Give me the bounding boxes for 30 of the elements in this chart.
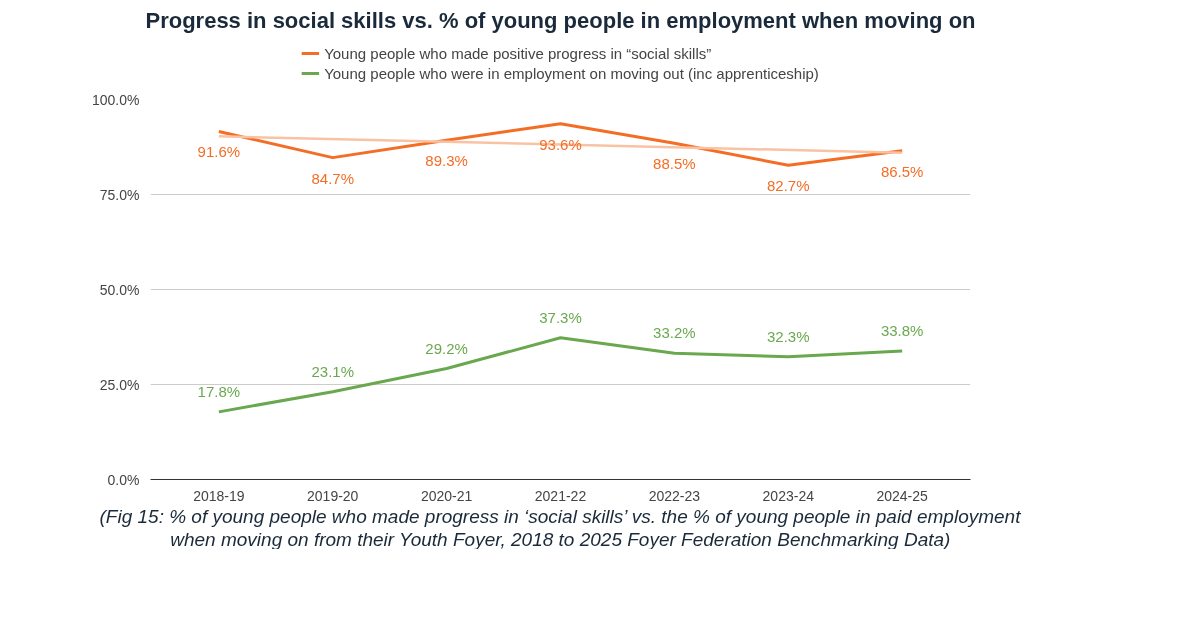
- y-tick-label: 100.0%: [92, 91, 140, 108]
- y-tick-label: 75.0%: [99, 186, 140, 203]
- x-tick-label: 2020-21: [420, 487, 473, 504]
- chart-title: Progress in social skills vs. % of young people in employment when moving on: [145, 7, 976, 33]
- data-label: 82.7%: [767, 177, 810, 195]
- data-label: 33.8%: [880, 322, 924, 340]
- data-label: 17.8%: [197, 382, 241, 400]
- data-label: 93.6%: [539, 135, 582, 153]
- text: (Fig 15: % of young people who made progress in ‘social skills’ vs. the % of young people in paid employment when moving on from their Youth Foyer, 2018 to 2025 Foyer Federation Benchmarking Data): [99, 505, 1022, 550]
- x-tick-label: 2018-19: [193, 487, 245, 504]
- y-tick-label: 25.0%: [99, 376, 140, 393]
- data-label: 86.5%: [880, 162, 924, 180]
- legend-label: Young people who were in employment on moving out (inc apprenticeship): [324, 64, 819, 82]
- legend-label: Young people who made positive progress in “social skills”: [324, 44, 712, 62]
- data-label: 32.3%: [767, 327, 810, 345]
- data-label: 89.3%: [425, 152, 468, 170]
- data-label: 23.1%: [311, 362, 354, 380]
- data-label: 88.5%: [653, 155, 696, 173]
- x-tick-label: 2023-24: [762, 487, 815, 504]
- x-tick-label: 2019-20: [307, 487, 359, 504]
- y-tick-label: 50.0%: [99, 281, 140, 298]
- data-label: 91.6%: [197, 143, 241, 161]
- y-tick-label: 0.0%: [107, 471, 140, 488]
- data-label: 33.2%: [653, 324, 696, 342]
- x-tick-label: 2022-23: [648, 487, 701, 504]
- data-label: 37.3%: [539, 308, 582, 326]
- data-label: 29.2%: [425, 339, 468, 357]
- x-tick-label: 2024-25: [876, 487, 929, 504]
- data-label: 84.7%: [311, 169, 354, 187]
- x-tick-label: 2021-22: [534, 487, 587, 504]
